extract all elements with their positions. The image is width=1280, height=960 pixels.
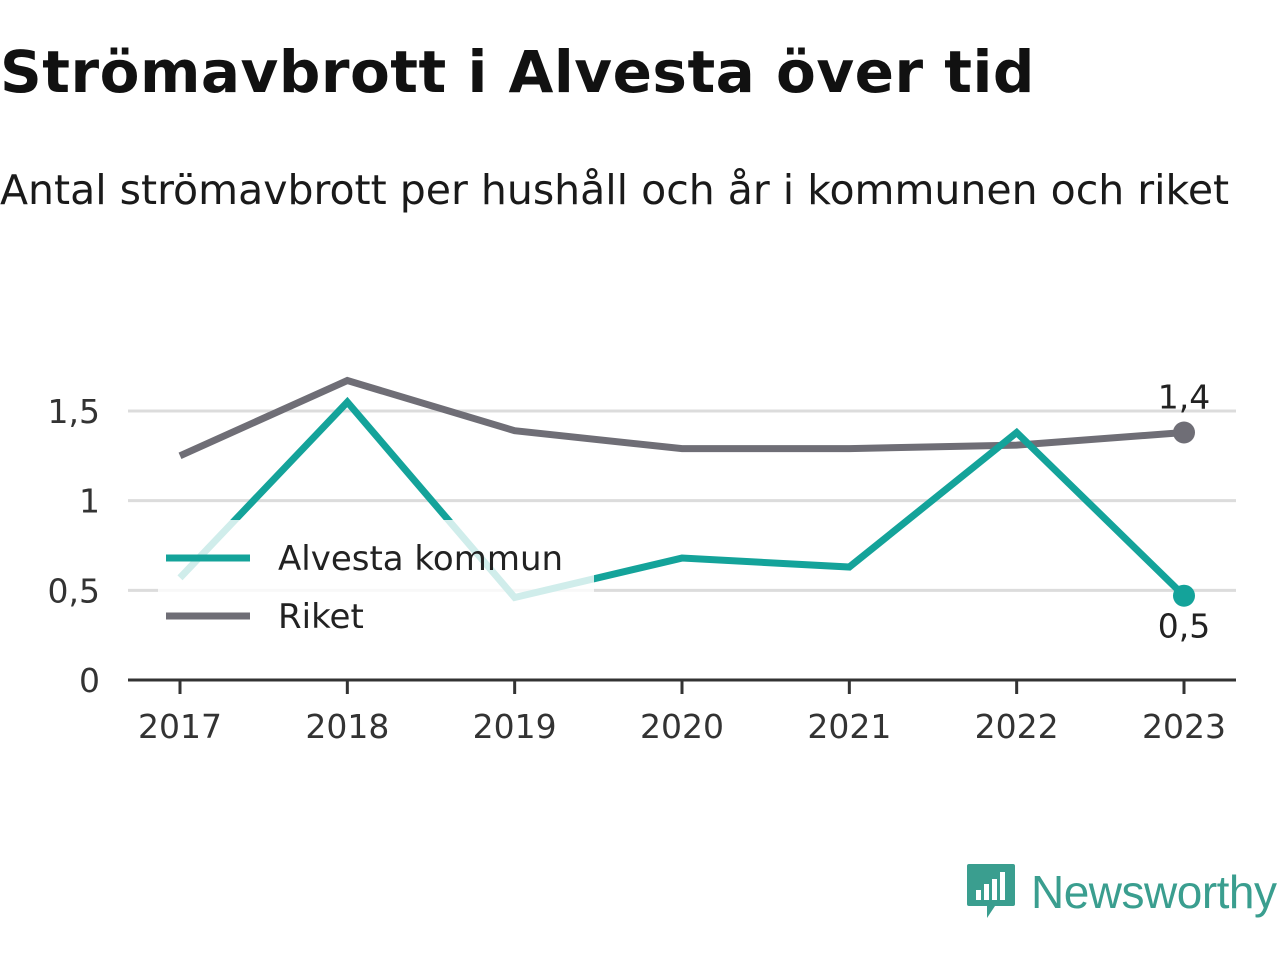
end-value-label: 1,4 — [1158, 378, 1210, 417]
series-line-alvesta-kommun — [177, 396, 1187, 602]
page-title: Strömavbrott i Alvesta över tid — [0, 38, 1035, 106]
x-axis: 0 0,5 1 1,5 2017 2018 2019 2020 2021 2022 2023 — [48, 392, 1236, 746]
x-tick-label: 2018 — [305, 707, 389, 746]
page-subtitle: Antal strömavbrott per hushåll och år i … — [0, 166, 1230, 214]
legend-background — [158, 520, 594, 642]
brand-logo: Newsworthy — [965, 862, 1277, 922]
y-tick-label: 0 — [79, 661, 100, 700]
x-tick-label: 2021 — [807, 707, 891, 746]
legend-label: Riket — [278, 597, 364, 637]
legend-label: Alvesta kommun — [278, 539, 563, 579]
series-line-riket — [178, 376, 1185, 460]
end-point-alvesta-kommun — [1173, 584, 1195, 607]
x-tick-label: 2017 — [138, 707, 222, 746]
x-tick-label: 2019 — [473, 707, 557, 746]
x-tick-label: 2023 — [1142, 707, 1226, 746]
series-lines — [177, 376, 1187, 602]
x-tick-label: 2020 — [640, 707, 724, 746]
legend: Alvesta kommun Riket — [158, 520, 594, 642]
data-labels: 0,5 1,4 — [1158, 378, 1210, 646]
y-tick-label: 1 — [79, 482, 100, 521]
brand-name: Newsworthy — [1031, 866, 1277, 918]
x-tick-label: 2022 — [975, 707, 1059, 746]
end-point-riket — [1173, 421, 1195, 444]
newsworthy-logo-icon — [967, 864, 1015, 918]
y-tick-label: 0,5 — [48, 571, 100, 610]
end-value-label: 0,5 — [1158, 607, 1210, 646]
y-tick-label: 1,5 — [48, 392, 100, 431]
